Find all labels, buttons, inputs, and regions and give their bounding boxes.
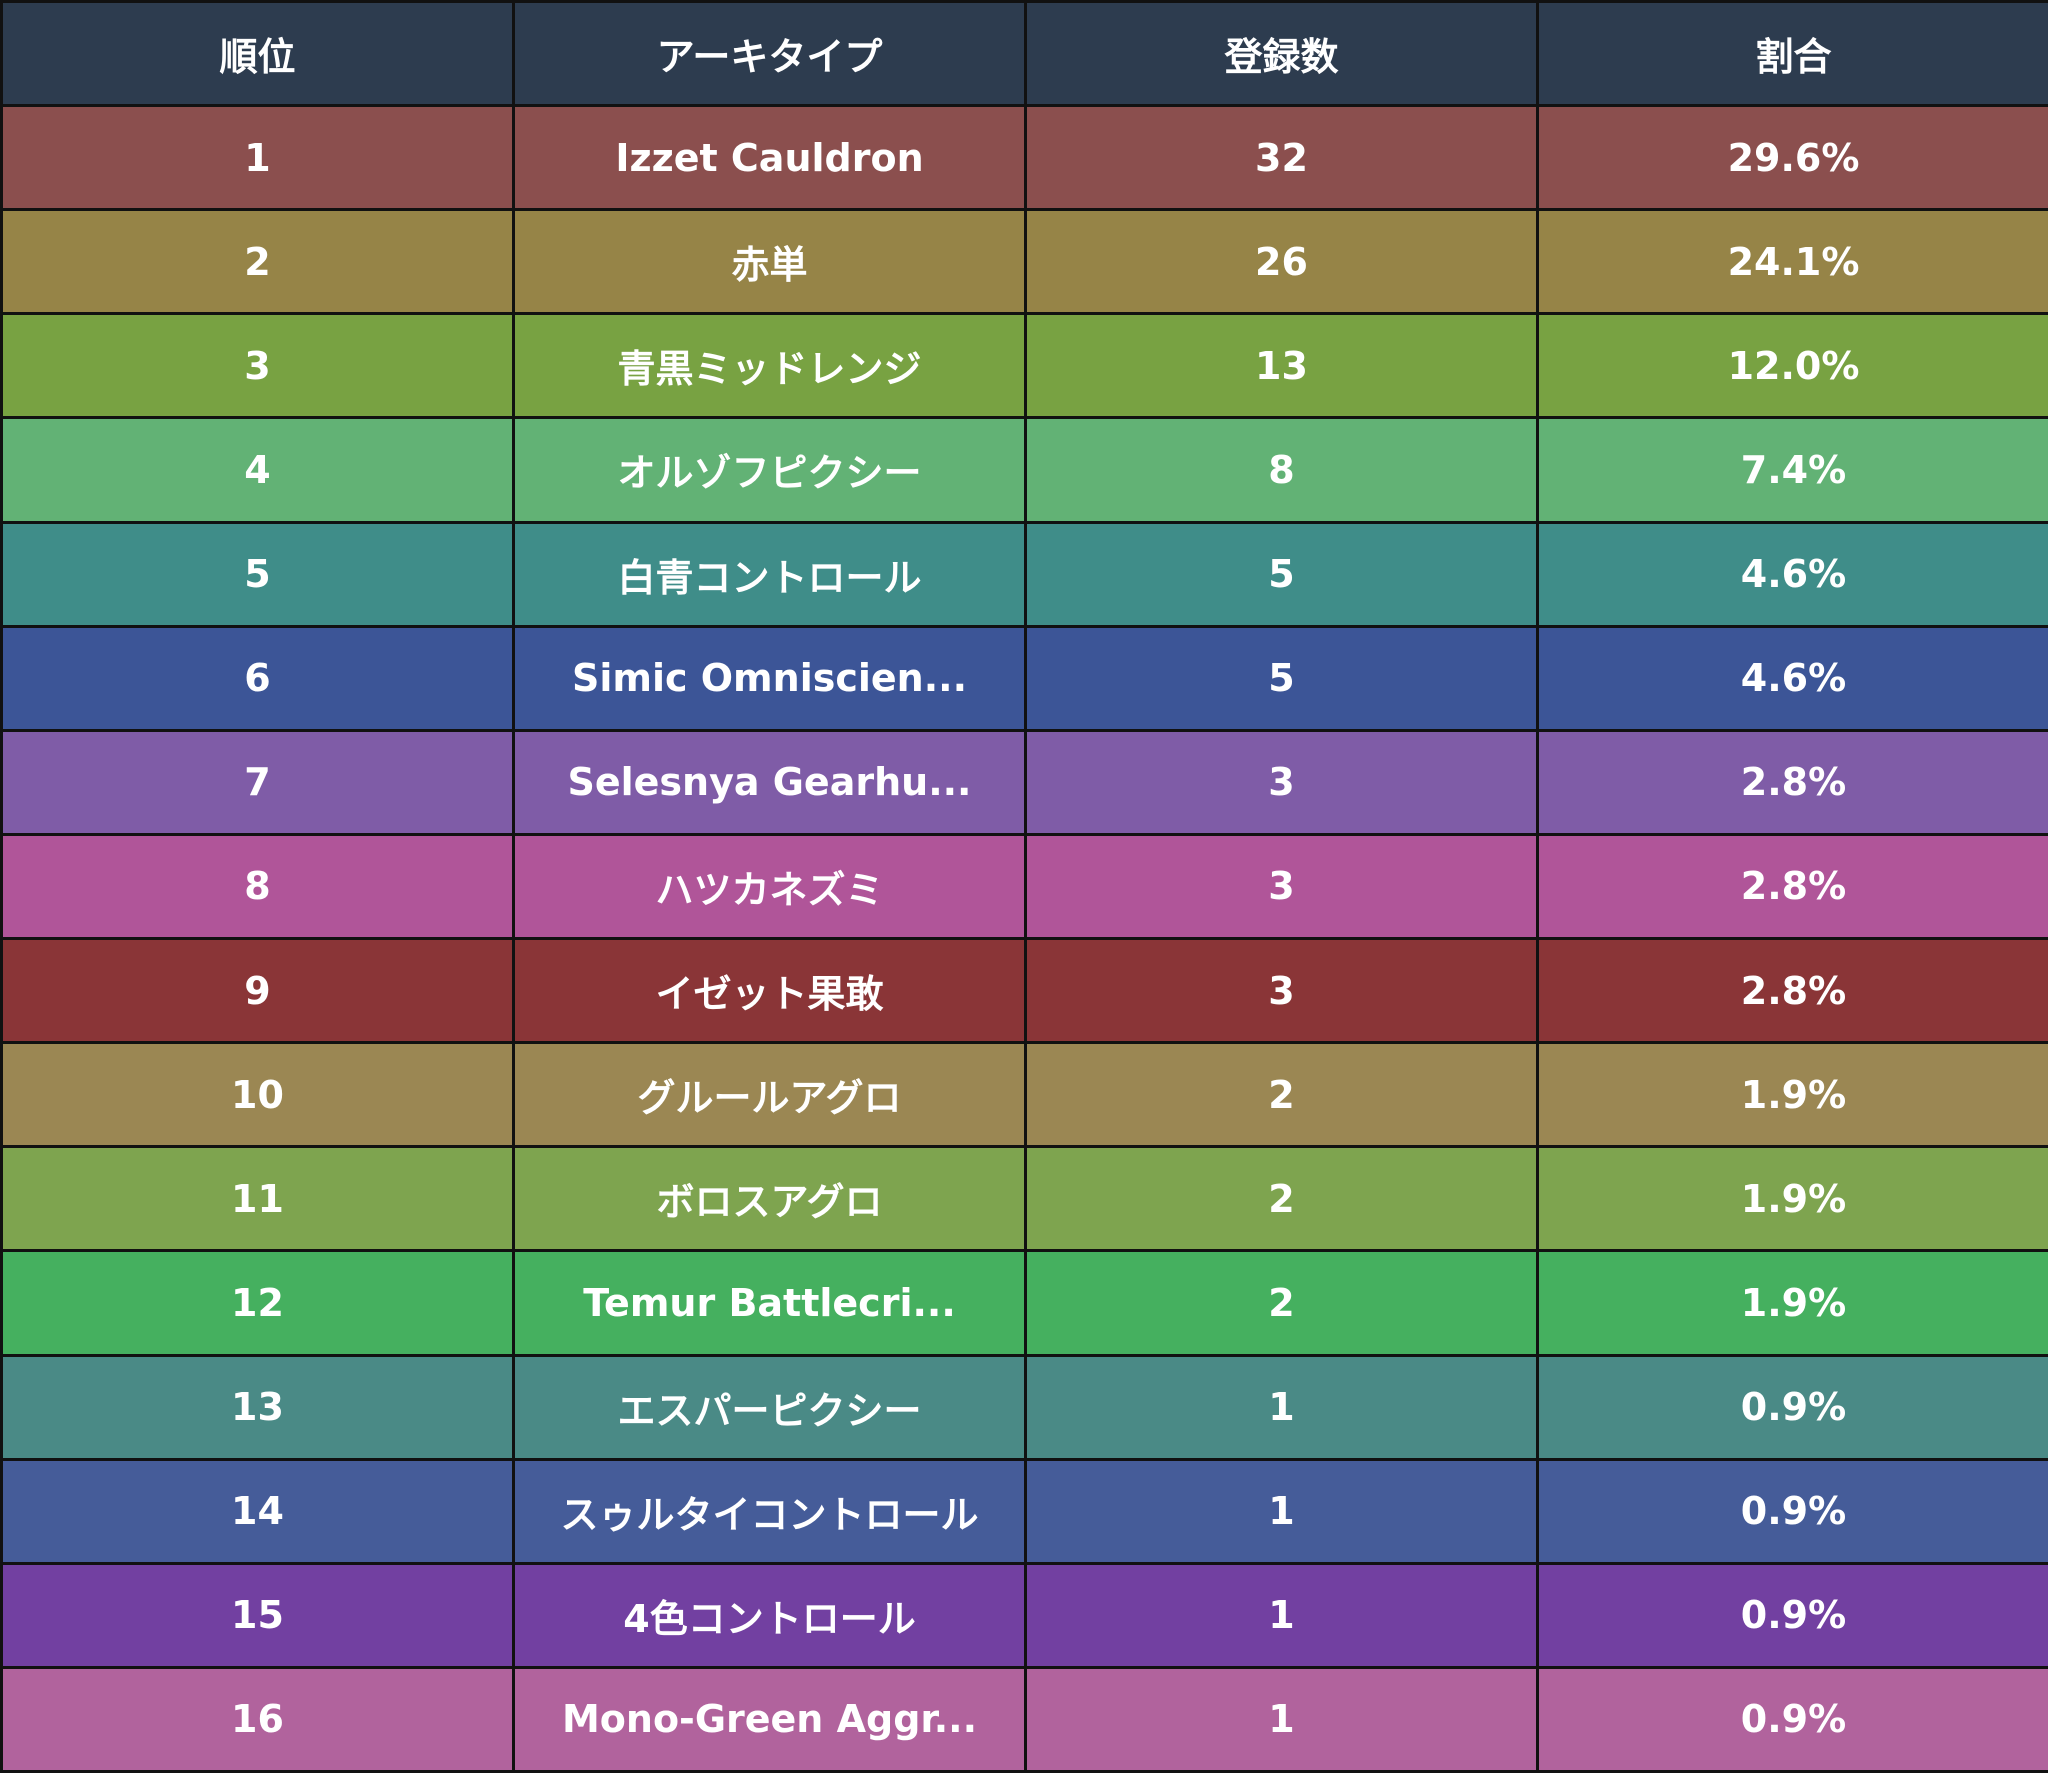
archetype-cell: イゼット果敢 — [512, 936, 1027, 1045]
archetype-cell: 青黒ミッドレンジ — [512, 312, 1027, 420]
rank-cell: 11 — [0, 1145, 515, 1253]
share-cell: 0.9% — [1536, 1665, 2048, 1773]
archetype-cell: スゥルタイコントロール — [512, 1457, 1027, 1565]
rank-cell: 5 — [0, 520, 515, 628]
count-cell: 26 — [1024, 208, 1539, 316]
count-cell: 2 — [1024, 1041, 1539, 1149]
archetype-cell: Selesnya Gearhu... — [512, 728, 1027, 836]
archetype-cell: Temur Battlecri... — [512, 1249, 1027, 1357]
archetype-cell: ハツカネズミ — [512, 832, 1027, 941]
count-cell: 5 — [1024, 624, 1539, 732]
archetype-cell: エスパーピクシー — [512, 1353, 1027, 1461]
archetype-cell: Mono-Green Aggr... — [512, 1665, 1027, 1773]
share-cell: 1.9% — [1536, 1145, 2048, 1253]
share-cell: 7.4% — [1536, 416, 2048, 524]
count-cell: 5 — [1024, 520, 1539, 628]
header-archetype: アーキタイプ — [512, 0, 1027, 107]
table-row: 12 Temur Battlecri... 2 1.9% — [0, 1249, 2048, 1357]
share-cell: 4.6% — [1536, 624, 2048, 732]
rank-cell: 7 — [0, 728, 515, 836]
share-cell: 0.9% — [1536, 1353, 2048, 1461]
count-cell: 3 — [1024, 936, 1539, 1045]
count-cell: 2 — [1024, 1249, 1539, 1357]
count-cell: 1 — [1024, 1665, 1539, 1773]
share-cell: 2.8% — [1536, 728, 2048, 836]
table-row: 9 イゼット果敢 3 2.8% — [0, 936, 2048, 1045]
share-cell: 2.8% — [1536, 832, 2048, 941]
count-cell: 1 — [1024, 1561, 1539, 1669]
rank-cell: 6 — [0, 624, 515, 732]
count-cell: 8 — [1024, 416, 1539, 524]
rank-cell: 13 — [0, 1353, 515, 1461]
count-cell: 32 — [1024, 103, 1539, 212]
share-cell: 4.6% — [1536, 520, 2048, 628]
share-cell: 0.9% — [1536, 1561, 2048, 1669]
rank-cell: 3 — [0, 312, 515, 420]
count-cell: 1 — [1024, 1457, 1539, 1565]
count-cell: 3 — [1024, 832, 1539, 941]
header-row: 順位 アーキタイプ 登録数 割合 — [0, 0, 2048, 107]
table-row: 8 ハツカネズミ 3 2.8% — [0, 832, 2048, 941]
rank-cell: 1 — [0, 103, 515, 212]
table-row: 11 ボロスアグロ 2 1.9% — [0, 1145, 2048, 1253]
rank-cell: 16 — [0, 1665, 515, 1773]
count-cell: 13 — [1024, 312, 1539, 420]
share-cell: 1.9% — [1536, 1249, 2048, 1357]
share-cell: 2.8% — [1536, 936, 2048, 1045]
rank-cell: 9 — [0, 936, 515, 1045]
archetype-cell: 4色コントロール — [512, 1561, 1027, 1669]
archetype-cell: グルールアグロ — [512, 1041, 1027, 1149]
share-cell: 24.1% — [1536, 208, 2048, 316]
archetype-cell: 白青コントロール — [512, 520, 1027, 628]
table-row: 4 オルゾフピクシー 8 7.4% — [0, 416, 2048, 524]
header-count: 登録数 — [1024, 0, 1539, 107]
rank-cell: 2 — [0, 208, 515, 316]
table-row: 1 Izzet Cauldron 32 29.6% — [0, 103, 2048, 212]
archetype-cell: Izzet Cauldron — [512, 103, 1027, 212]
count-cell: 1 — [1024, 1353, 1539, 1461]
table-body: 1 Izzet Cauldron 32 29.6% 2 赤単 26 24.1% 3 青黒ミッドレン… — [0, 103, 2048, 1773]
rank-cell: 10 — [0, 1041, 515, 1149]
table-row: 6 Simic Omniscien... 5 4.6% — [0, 624, 2048, 732]
rank-cell: 12 — [0, 1249, 515, 1357]
table-row: 14 スゥルタイコントロール 1 0.9% — [0, 1457, 2048, 1565]
archetype-cell: 赤単 — [512, 208, 1027, 316]
share-cell: 29.6% — [1536, 103, 2048, 212]
table-row: 3 青黒ミッドレンジ 13 12.0% — [0, 312, 2048, 420]
rank-cell: 15 — [0, 1561, 515, 1669]
archetype-cell: Simic Omniscien... — [512, 624, 1027, 732]
share-cell: 0.9% — [1536, 1457, 2048, 1565]
table-row: 15 4色コントロール 1 0.9% — [0, 1561, 2048, 1669]
table-row: 5 白青コントロール 5 4.6% — [0, 520, 2048, 628]
count-cell: 3 — [1024, 728, 1539, 836]
archetype-cell: ボロスアグロ — [512, 1145, 1027, 1253]
table-row: 13 エスパーピクシー 1 0.9% — [0, 1353, 2048, 1461]
header-share: 割合 — [1536, 0, 2048, 107]
archetype-cell: オルゾフピクシー — [512, 416, 1027, 524]
rank-cell: 14 — [0, 1457, 515, 1565]
table-row: 7 Selesnya Gearhu... 3 2.8% — [0, 728, 2048, 836]
share-cell: 1.9% — [1536, 1041, 2048, 1149]
share-cell: 12.0% — [1536, 312, 2048, 420]
table-row: 16 Mono-Green Aggr... 1 0.9% — [0, 1665, 2048, 1773]
table-row: 2 赤単 26 24.1% — [0, 208, 2048, 316]
rank-cell: 8 — [0, 832, 515, 941]
table-row: 10 グルールアグロ 2 1.9% — [0, 1041, 2048, 1149]
header-rank: 順位 — [0, 0, 515, 107]
count-cell: 2 — [1024, 1145, 1539, 1253]
rank-cell: 4 — [0, 416, 515, 524]
